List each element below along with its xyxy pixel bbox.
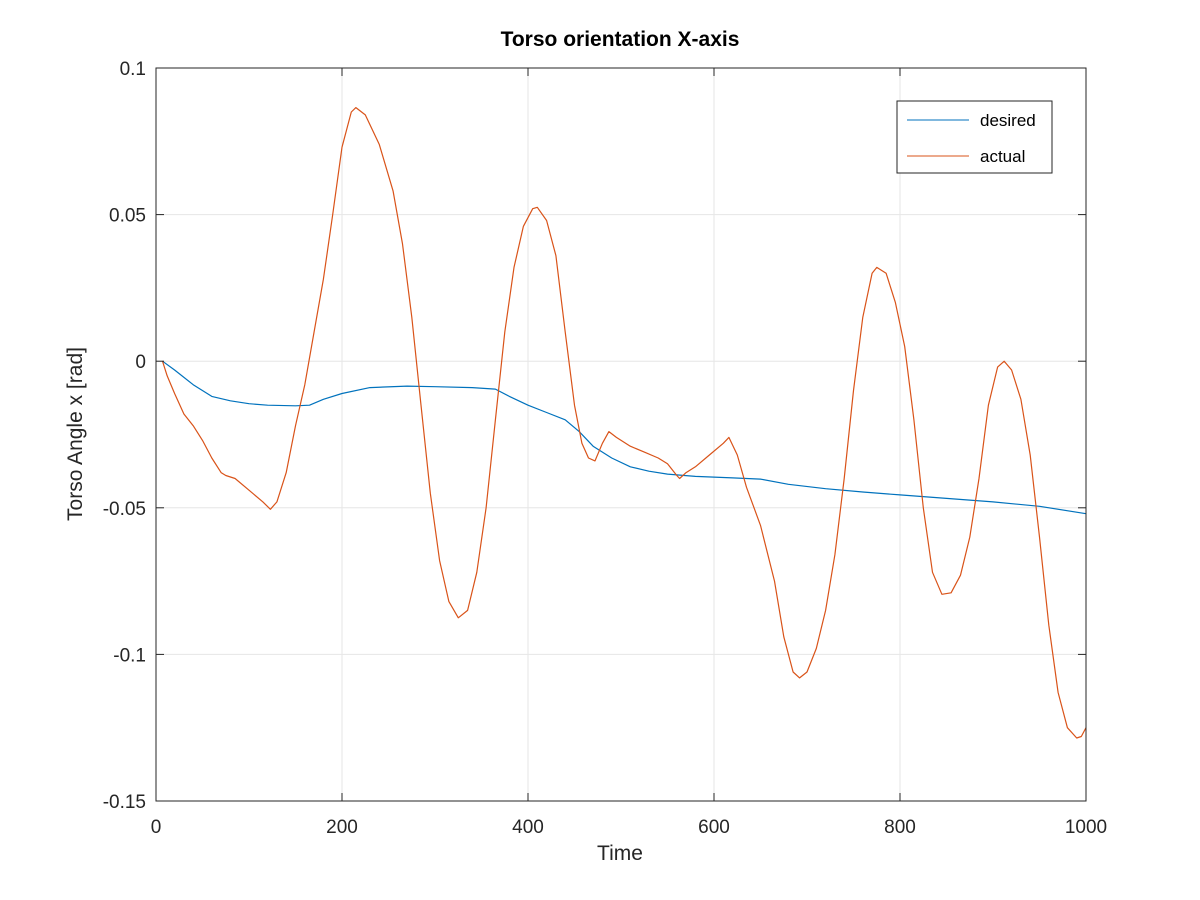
axes-background — [156, 68, 1086, 801]
x-tick-label: 1000 — [1065, 817, 1107, 838]
x-tick-label: 800 — [884, 817, 916, 838]
legend-box — [896, 100, 1053, 174]
plot-area: 0 200 400 600 800 1000 -0.15 -0.1 -0.05 0 0.05 0.1 — [103, 59, 1107, 838]
series-layer — [161, 106, 1087, 739]
legend-label-actual: actual — [980, 147, 1025, 166]
x-axis-label: Time — [597, 842, 643, 865]
series-line-desired — [162, 360, 1087, 515]
y-tick-label: -0.05 — [103, 499, 146, 520]
y-tick-label: 0.1 — [120, 59, 146, 80]
y-tick-label: 0 — [135, 352, 146, 373]
y-tick-labels: -0.15 -0.1 -0.05 0 0.05 0.1 — [103, 59, 146, 813]
x-tick-label: 600 — [698, 817, 730, 838]
chart-title: Torso orientation X-axis — [501, 28, 740, 51]
y-axis-label: Torso Angle x [rad] — [64, 347, 87, 521]
legend-label-desired: desired — [980, 111, 1036, 130]
grid-lines — [155, 67, 1087, 802]
series-line-actual — [161, 106, 1087, 739]
x-tick-labels: 0 200 400 600 800 1000 — [151, 817, 1107, 838]
y-tick-label: -0.15 — [103, 792, 146, 813]
y-tick-label: -0.1 — [113, 645, 146, 666]
x-tick-label: 200 — [326, 817, 358, 838]
legend: desired actual — [896, 100, 1053, 174]
x-tick-label: 400 — [512, 817, 544, 838]
axes-box — [155, 67, 1087, 802]
x-tick-label: 0 — [151, 817, 162, 838]
y-tick-label: 0.05 — [109, 206, 146, 227]
tick-marks — [155, 67, 1087, 802]
